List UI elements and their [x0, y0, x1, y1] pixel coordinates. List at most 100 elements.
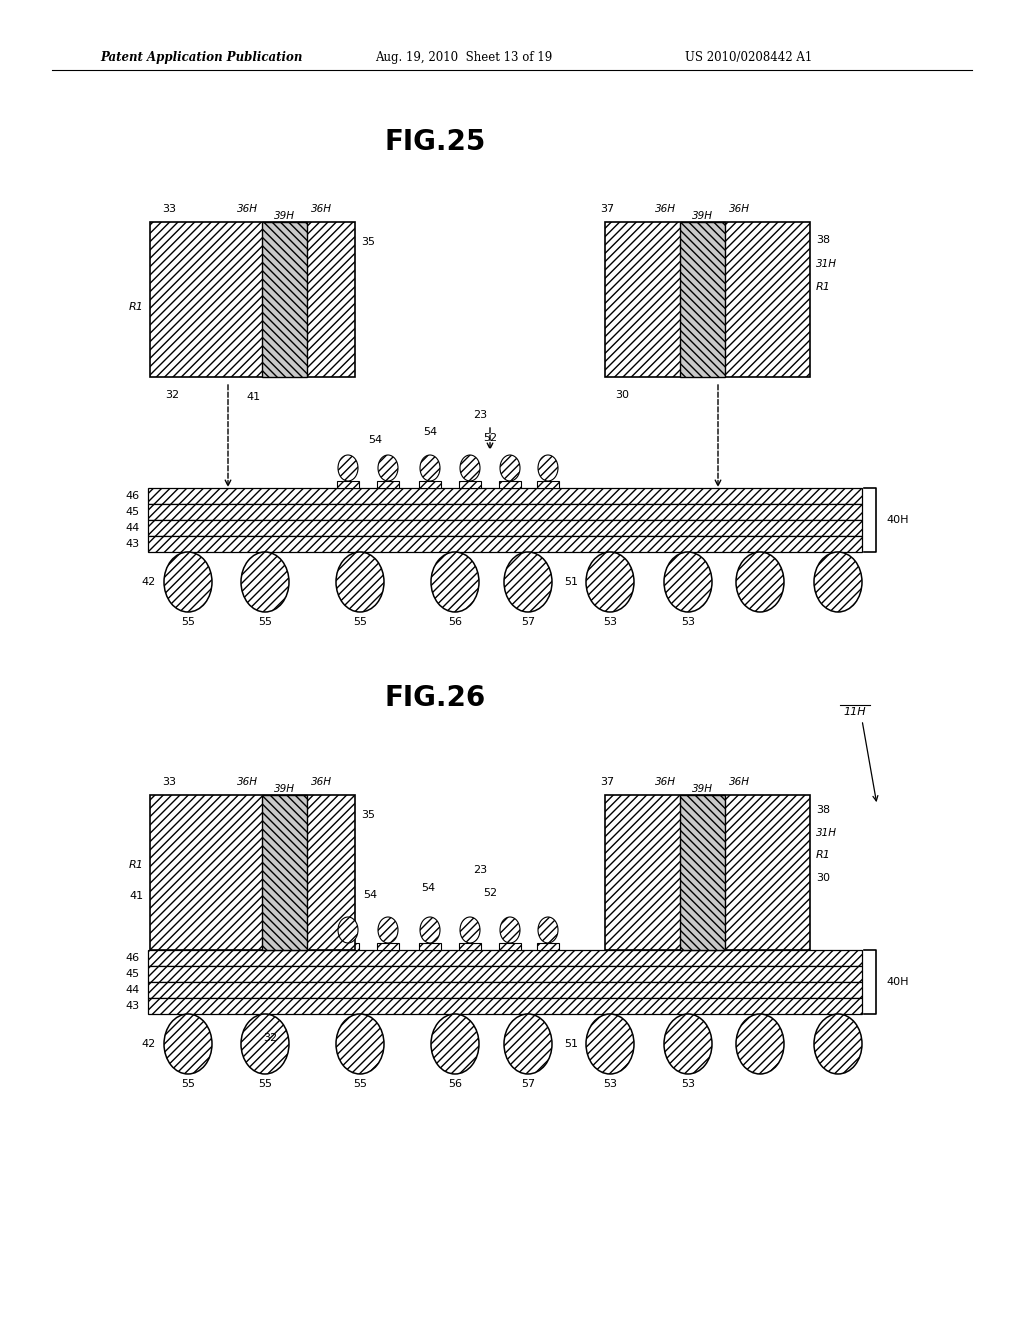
Text: 52: 52 [483, 888, 497, 898]
Text: R1: R1 [129, 302, 144, 313]
Text: 52: 52 [483, 433, 497, 444]
Bar [148, 966, 862, 982]
Text: 39H: 39H [691, 784, 713, 795]
Text: 53: 53 [681, 1078, 695, 1089]
Bar [605, 795, 810, 950]
Text: 36H: 36H [237, 205, 258, 214]
Text: 42: 42 [141, 577, 156, 587]
Text: 23: 23 [473, 865, 487, 875]
Text: 51: 51 [564, 1039, 578, 1049]
Ellipse shape [586, 552, 634, 612]
Text: 39H: 39H [273, 211, 295, 220]
Text: 36H: 36H [729, 777, 750, 787]
Ellipse shape [164, 1014, 212, 1074]
Text: 43: 43 [126, 1001, 140, 1011]
Text: R1: R1 [129, 859, 144, 870]
Text: 55: 55 [353, 616, 367, 627]
Ellipse shape [460, 455, 480, 480]
Text: 36H: 36H [311, 205, 332, 214]
Bar [148, 950, 862, 966]
Ellipse shape [338, 917, 358, 942]
Text: 56: 56 [449, 616, 462, 627]
Text: 37: 37 [600, 205, 614, 214]
Text: 31H: 31H [816, 828, 837, 838]
Ellipse shape [378, 455, 398, 480]
Bar [459, 942, 481, 950]
Text: 54: 54 [423, 426, 437, 437]
Bar [459, 480, 481, 488]
Bar [680, 795, 725, 950]
Bar [148, 998, 862, 1014]
Text: Aug. 19, 2010  Sheet 13 of 19: Aug. 19, 2010 Sheet 13 of 19 [375, 50, 552, 63]
Text: 53: 53 [603, 1078, 617, 1089]
Ellipse shape [431, 552, 479, 612]
Text: 35: 35 [361, 238, 375, 247]
Text: 36H: 36H [311, 777, 332, 787]
Text: 42: 42 [141, 1039, 156, 1049]
Text: 55: 55 [353, 1078, 367, 1089]
Text: R1: R1 [816, 282, 830, 292]
Ellipse shape [504, 552, 552, 612]
Text: 55: 55 [181, 1078, 195, 1089]
Ellipse shape [241, 552, 289, 612]
Text: 38: 38 [816, 235, 830, 246]
Text: 11H: 11H [844, 708, 866, 717]
Ellipse shape [504, 1014, 552, 1074]
Text: 54: 54 [362, 890, 377, 900]
Text: 53: 53 [681, 616, 695, 627]
Ellipse shape [538, 917, 558, 942]
Ellipse shape [420, 455, 440, 480]
Text: 36H: 36H [729, 205, 750, 214]
Ellipse shape [664, 1014, 712, 1074]
Ellipse shape [336, 552, 384, 612]
Ellipse shape [538, 455, 558, 480]
Text: 40H: 40H [886, 515, 908, 525]
Ellipse shape [500, 917, 520, 942]
Text: 32: 32 [165, 389, 179, 400]
Text: 53: 53 [603, 616, 617, 627]
Text: 38: 38 [816, 805, 830, 814]
Ellipse shape [338, 455, 358, 480]
Bar [377, 942, 399, 950]
Text: 30: 30 [816, 873, 830, 883]
Bar [680, 222, 725, 378]
Bar [148, 504, 862, 520]
Text: Patent Application Publication: Patent Application Publication [100, 50, 302, 63]
Text: 36H: 36H [655, 777, 676, 787]
Ellipse shape [736, 1014, 784, 1074]
Bar [537, 480, 559, 488]
Text: 55: 55 [258, 616, 272, 627]
Text: 39H: 39H [273, 784, 295, 795]
Bar [262, 795, 307, 950]
Bar [148, 520, 862, 536]
Ellipse shape [378, 917, 398, 942]
Ellipse shape [500, 455, 520, 480]
Bar [499, 942, 521, 950]
Text: FIG.26: FIG.26 [384, 684, 485, 711]
Text: 51: 51 [564, 577, 578, 587]
Text: 45: 45 [126, 507, 140, 517]
Ellipse shape [664, 552, 712, 612]
Ellipse shape [431, 1014, 479, 1074]
Text: 40H: 40H [886, 977, 908, 987]
Text: R1: R1 [816, 850, 830, 861]
Bar [419, 480, 441, 488]
Text: FIG.25: FIG.25 [384, 128, 485, 156]
Bar [148, 488, 862, 504]
Text: 36H: 36H [237, 777, 258, 787]
Bar [377, 480, 399, 488]
Text: 36H: 36H [655, 205, 676, 214]
Text: 54: 54 [368, 436, 382, 445]
Text: 41: 41 [246, 392, 260, 403]
Bar [337, 942, 359, 950]
Bar [150, 795, 355, 950]
Bar [419, 942, 441, 950]
Text: 54: 54 [421, 883, 435, 894]
Text: 39H: 39H [691, 211, 713, 220]
Ellipse shape [164, 552, 212, 612]
Bar [262, 222, 307, 378]
Text: 46: 46 [126, 953, 140, 964]
Text: 41: 41 [130, 891, 144, 900]
Text: 57: 57 [521, 1078, 536, 1089]
Ellipse shape [814, 1014, 862, 1074]
